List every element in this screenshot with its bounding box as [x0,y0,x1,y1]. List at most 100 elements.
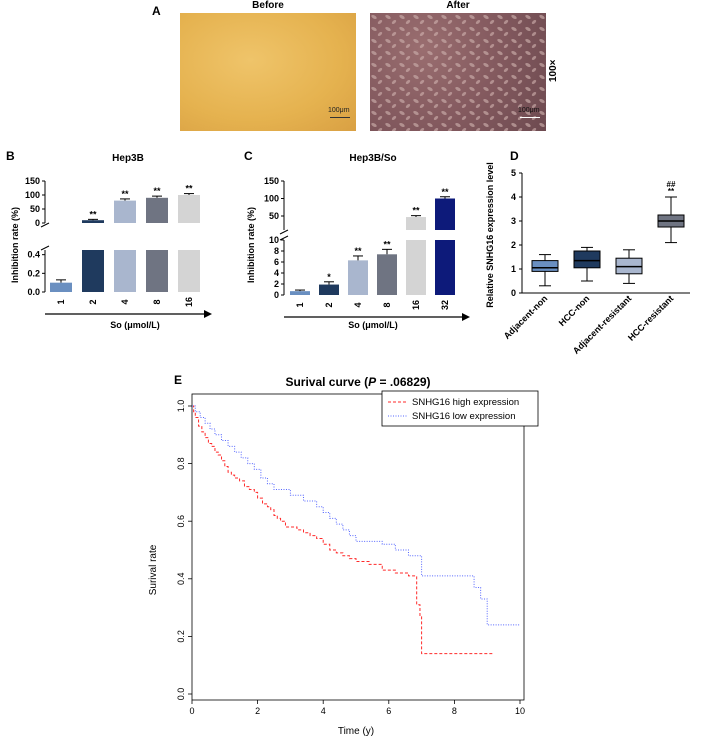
chart-d-ytick-label: 5 [511,168,516,178]
chart-e-xlabel: Time (y) [338,726,374,737]
chart-e: E Surival curve (P = .06829) Surival rat… [148,373,539,737]
chart-b-ytick-label: 50 [30,204,40,214]
after-micrograph: 100μm [370,13,546,131]
chart-d-ytick-label: 4 [511,192,516,202]
chart-b-bar [146,197,168,223]
chart-d-ytick-label: 0 [511,288,516,298]
chart-e-xtick-label: 2 [255,706,260,716]
chart-e-title-p: P [368,375,377,389]
chart-e-ytick-label: 1.0 [176,400,186,413]
chart-d-ylabel-line1: Relative SNHG16 expression level [485,162,495,308]
chart-c-xtick-label: 1 [295,302,305,307]
chart-e-title-b: = .06829) [376,375,430,389]
panel-d-label: D [510,149,519,163]
chart-c-significance: ** [354,246,362,256]
chart-b-significance: ** [89,209,97,219]
chart-e-plot: 0 2 4 6 8 10 0.0 0.2 0.4 0.6 0.8 1.0 [176,393,525,716]
chart-b-axis-break [40,222,50,228]
chart-c-significance: ** [441,187,449,197]
chart-e-ylabel: Surival rate [148,544,159,595]
chart-b-bar [50,282,72,292]
chart-d-significance-2: ## [667,180,676,189]
chart-c-bar [406,217,426,230]
chart-c: C Hep3B/So Inhibition rate (%) 50 100 150 0… [244,149,470,330]
chart-c-xtick-label: 2 [324,302,334,307]
before-scale-label: 100μm [328,107,350,114]
magnification-label-wrap: 100× [548,52,568,92]
chart-c-ytick-label: 50 [269,211,279,221]
chart-c-bar [348,260,368,295]
chart-c-ytick-label: 100 [264,194,279,204]
chart-c-title: Hep3B/So [349,153,396,164]
chart-c-ytick-label: 6 [274,257,279,267]
chart-b-xlabel: So (μmol/L) [110,320,160,330]
chart-d-xtick-label: HCC-non [557,293,592,328]
chart-c-ytick-label: 0 [274,290,279,300]
chart-c-significance: ** [412,206,420,216]
chart-e-series-high [192,405,494,655]
panel-a-label: A [152,4,161,18]
chart-b-xtick-label: 4 [120,299,130,304]
before-micrograph: 100μm [180,13,356,131]
chart-b-ytick-label: 0.2 [27,268,40,278]
chart-c-bar [435,198,455,230]
after-scale-label: 100μm [518,107,540,114]
chart-e-ytick-label: 0.4 [176,573,186,586]
chart-b-bar [146,250,168,292]
cell-texture [370,13,546,131]
chart-e-xtick-label: 8 [452,706,457,716]
chart-b-bar [178,250,200,292]
chart-c-ytick-label: 150 [264,176,279,186]
chart-b-ytick-label: 0.4 [27,250,40,260]
chart-b-significance: ** [153,186,161,196]
after-title: After [446,0,470,11]
chart-c-ytick-label: 2 [274,279,279,289]
chart-b-significance: ** [121,189,129,199]
chart-d-ytick-label: 3 [511,216,516,226]
chart-d-box [573,250,601,269]
chart-b: B Hep3B Inhibition rate (%) 0 50 100 150 0.0… [6,149,212,330]
chart-e-ytick-label: 0.0 [176,688,186,701]
legend-high-label: SNHG16 high expression [412,397,519,408]
chart-d: D Relative SNHG16 expression level 0 1 2 3 4… [485,149,690,356]
chart-b-xtick-label: 2 [88,299,98,304]
before-scale-bar [330,117,350,118]
chart-c-xaxis-arrowhead [462,313,470,321]
chart-e-series-low [192,405,520,626]
chart-e-ytick-label: 0.8 [176,457,186,470]
legend-box [381,390,539,427]
chart-b-ytick-label: 150 [25,176,40,186]
chart-b-bar [114,250,136,292]
chart-c-xtick-label: 16 [411,300,421,310]
chart-b-xaxis-arrowhead [204,310,212,318]
chart-b-plot: 0 50 100 150 0.0 0.2 0.4 1 ** 2 ** 4 ** 8 ** 16 [25,176,212,318]
chart-b-ylabel: Inhibition rate (%) [10,207,20,283]
chart-b-xtick-label: 16 [184,297,194,307]
chart-b-bar [114,200,136,223]
chart-c-significance: ** [383,239,391,249]
chart-d-significance: ** [668,187,675,196]
chart-d-box [531,260,559,272]
chart-e-ytick-label: 0.2 [176,630,186,643]
chart-b-bar [82,220,104,223]
chart-d-ytick-label: 2 [511,240,516,250]
chart-c-ylabel: Inhibition rate (%) [246,207,256,283]
after-scale-bar [520,117,540,118]
chart-b-bar [178,195,200,223]
chart-c-xlabel: So (μmol/L) [348,320,398,330]
chart-c-significance: * [327,272,331,282]
chart-e-legend: SNHG16 high expression SNHG16 low expres… [381,390,539,427]
chart-b-axis-break [40,245,50,251]
chart-b-ytick-label: 100 [25,190,40,200]
chart-b-bar [82,250,104,292]
chart-c-bar [435,240,455,295]
chart-b-ytick-label: 0.0 [27,287,40,297]
chart-c-ytick-label: 4 [274,268,279,278]
magnification-label: 100× [548,59,559,82]
chart-c-bar [290,291,310,295]
chart-e-xtick-label: 6 [386,706,391,716]
chart-b-xtick-label: 8 [152,299,162,304]
chart-c-xtick-label: 8 [382,302,392,307]
